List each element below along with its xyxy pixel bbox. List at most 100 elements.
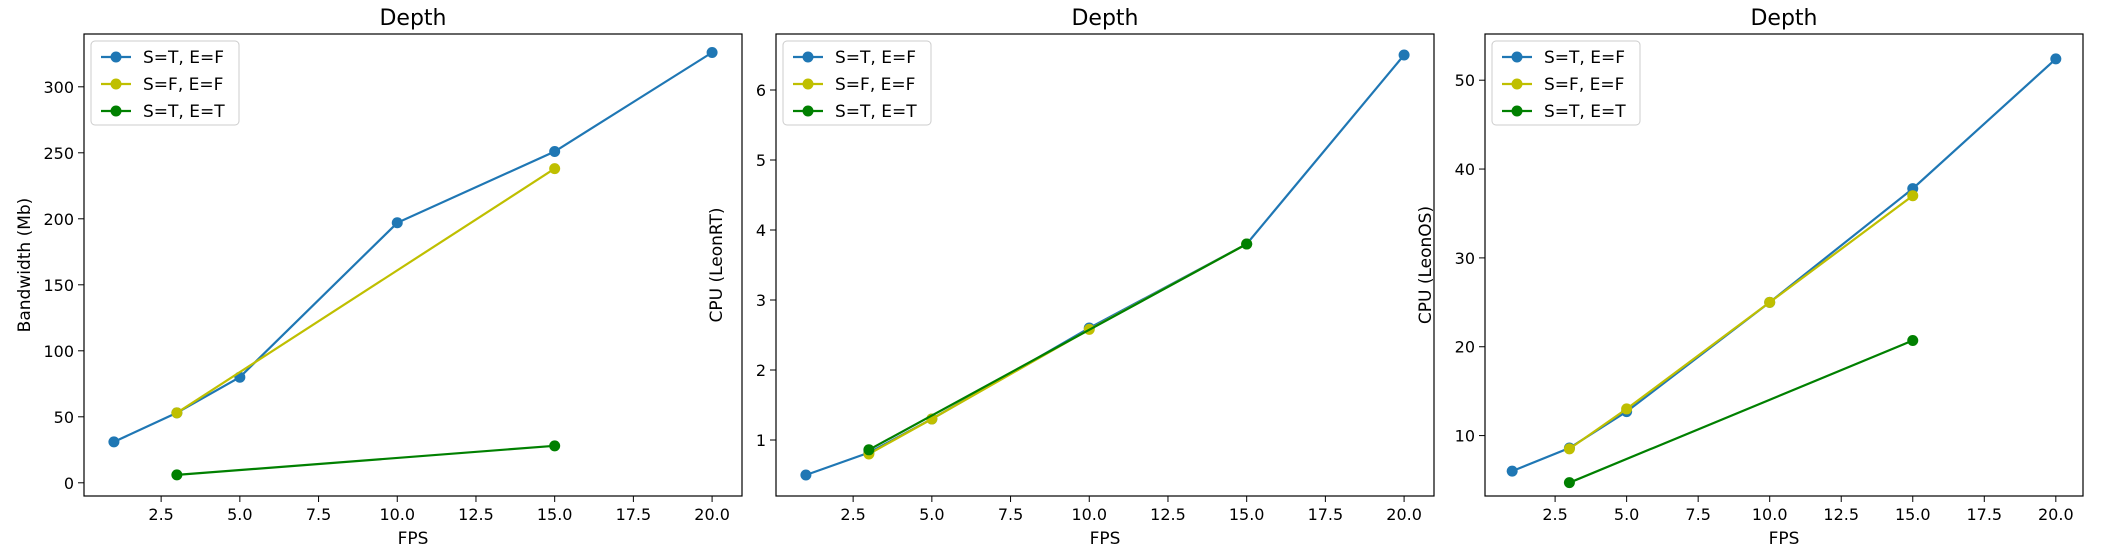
y-tick-label: 40 [1455, 160, 1475, 179]
data-point [1621, 403, 1633, 415]
series-3 [171, 440, 561, 481]
data-point [1907, 190, 1919, 202]
series-line [1568, 194, 1914, 450]
x-tick-label: 5.0 [1614, 505, 1639, 524]
y-tick-label: 250 [43, 144, 74, 163]
y-tick-label: 150 [43, 276, 74, 295]
x-axis-label: FPS [398, 529, 429, 549]
x-tick-label: 10.0 [379, 505, 415, 524]
y-tick-label: 30 [1455, 249, 1475, 268]
legend-marker [1511, 105, 1523, 117]
data-point [1563, 477, 1575, 489]
chart-panel-1: 2.5 5.0 7.5 10.0 12.5 15.0 17.5 20.0 0 50 100 150 20… [15, 6, 743, 549]
series-2 [171, 163, 561, 419]
legend: S=T, E=F S=F, E=F S=T, E=T [782, 40, 932, 126]
y-tick-label: 5 [756, 151, 766, 170]
data-point [1398, 49, 1410, 61]
plot-frame [1484, 33, 2084, 497]
chart-title: Depth [379, 6, 446, 31]
data-point [1907, 335, 1919, 347]
x-tick-label: 10.0 [1752, 505, 1788, 524]
legend-label: S=T, E=T [143, 102, 225, 122]
x-tick-label: 20.0 [694, 505, 730, 524]
data-point [1563, 443, 1575, 455]
data-point [863, 444, 875, 456]
series-line [868, 243, 1248, 451]
chart-panel-3: 2.5 5.0 7.5 10.0 12.5 15.0 17.5 20.0 10 20 30 40 50 D… [1416, 6, 2084, 549]
x-tick-label: 5.0 [227, 505, 252, 524]
y-tick-label: 100 [43, 342, 74, 361]
legend-marker [802, 51, 814, 63]
data-point [2050, 53, 2062, 65]
legend-marker [1511, 51, 1523, 63]
y-tick-label: 300 [43, 78, 74, 97]
x-tick-label: 12.5 [458, 505, 494, 524]
x-tick-label: 15.0 [1895, 505, 1931, 524]
x-tick-label: 7.5 [998, 505, 1023, 524]
legend-box [1491, 40, 1641, 126]
legend-label: S=T, E=T [835, 102, 917, 122]
data-point [108, 436, 120, 448]
data-point [171, 469, 183, 481]
y-tick-label: 3 [756, 291, 766, 310]
legend: S=T, E=F S=F, E=F S=T, E=T [90, 40, 240, 126]
x-axis-label: FPS [1090, 529, 1121, 549]
y-tick-label: 6 [756, 81, 766, 100]
chart-title: Depth [1750, 6, 1817, 31]
legend-marker [110, 78, 122, 90]
chart-title: Depth [1071, 6, 1138, 31]
series-1 [108, 46, 718, 448]
plot-frame [83, 33, 743, 497]
y-axis-label: Bandwidth (Mb) [15, 198, 35, 333]
x-tick-label: 2.5 [148, 505, 173, 524]
chart-panel-2: 2.5 5.0 7.5 10.0 12.5 15.0 17.5 20.0 1 2 3 4 5 6 Depth… [707, 6, 1435, 549]
x-axis-label: FPS [1769, 529, 1800, 549]
legend-marker [1511, 78, 1523, 90]
x-tick-label: 17.5 [1308, 505, 1344, 524]
series-line [1568, 339, 1914, 484]
legend-label: S=F, E=F [1544, 75, 1624, 95]
data-point [391, 217, 403, 229]
y-tick-label: 50 [54, 408, 74, 427]
x-tick-label: 15.0 [1229, 505, 1265, 524]
data-point [1241, 238, 1253, 250]
data-point [549, 145, 561, 157]
data-point [549, 440, 561, 452]
x-tick-label: 5.0 [919, 505, 944, 524]
y-tick-label: 50 [1455, 71, 1475, 90]
x-tick-label: 20.0 [1386, 505, 1422, 524]
x-tick-label: 2.5 [840, 505, 865, 524]
legend-label: S=T, E=F [835, 48, 916, 68]
legend-label: S=T, E=F [143, 48, 224, 68]
x-tick-label: 17.5 [1966, 505, 2002, 524]
series-line [176, 167, 556, 414]
legend-label: S=T, E=T [1544, 102, 1626, 122]
x-tick-label: 17.5 [616, 505, 652, 524]
y-tick-label: 20 [1455, 338, 1475, 357]
y-axis-label: CPU (LeonRT) [707, 208, 727, 323]
x-tick-label: 12.5 [1150, 505, 1186, 524]
legend-marker [802, 105, 814, 117]
y-tick-label: 200 [43, 210, 74, 229]
y-tick-label: 4 [756, 221, 766, 240]
plot-frame [775, 33, 1435, 497]
data-point [706, 46, 718, 58]
legend-marker [110, 51, 122, 63]
series-3 [1563, 335, 1919, 489]
y-tick-label: 10 [1455, 427, 1475, 446]
x-tick-label: 7.5 [1685, 505, 1710, 524]
series-3 [863, 238, 1253, 456]
data-point [800, 469, 812, 481]
x-tick-label: 12.5 [1823, 505, 1859, 524]
series-line [176, 444, 555, 476]
y-tick-label: 0 [64, 474, 74, 493]
data-point [1506, 465, 1518, 477]
series-line [113, 51, 713, 443]
x-tick-label: 2.5 [1542, 505, 1567, 524]
data-point [1764, 296, 1776, 308]
legend-box [90, 40, 240, 126]
y-tick-label: 1 [756, 431, 766, 450]
data-point [549, 163, 561, 175]
legend-marker [110, 105, 122, 117]
